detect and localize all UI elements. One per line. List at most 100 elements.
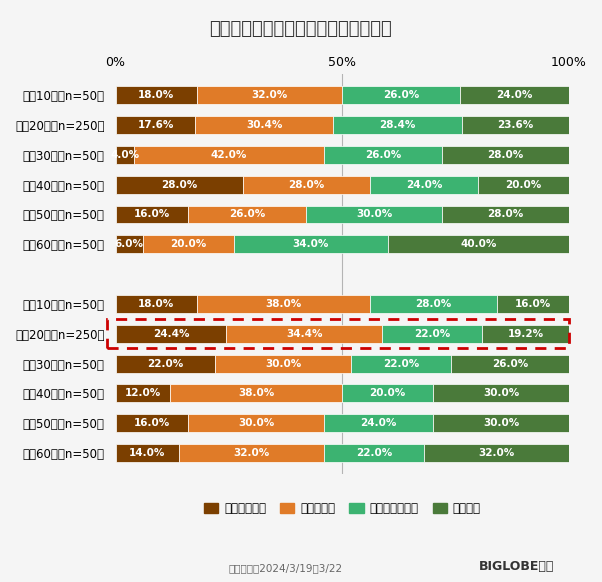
Bar [116,176,243,194]
Bar [479,176,569,194]
Bar [116,146,134,164]
Bar [116,235,143,253]
Bar [461,86,569,104]
Text: 24.0%: 24.0% [361,418,397,428]
Text: 22.0%: 22.0% [147,359,184,368]
Text: 調査期間：2024/3/19～3/22: 調査期間：2024/3/19～3/22 [229,563,343,573]
Text: 26.0%: 26.0% [383,90,420,100]
Bar [370,176,479,194]
Text: 38.0%: 38.0% [265,299,302,309]
Text: 18.0%: 18.0% [138,90,175,100]
Text: 24.0%: 24.0% [406,180,442,190]
Text: 28.0%: 28.0% [488,210,524,219]
Text: 20.0%: 20.0% [170,239,206,249]
Bar [334,116,462,134]
Bar [188,414,324,432]
Bar [116,86,197,104]
Bar [179,444,324,462]
Text: 34.0%: 34.0% [293,239,329,249]
Text: BIGLOBE調べ: BIGLOBE調べ [479,560,554,573]
Bar [197,295,370,313]
Bar [306,205,442,223]
Bar [226,325,382,343]
Legend: とても感じる, やや感じる, あまり感じない, 感じない: とても感じる, やや感じる, あまり感じない, 感じない [199,498,485,520]
Text: 18.0%: 18.0% [138,299,175,309]
Text: 22.0%: 22.0% [383,359,420,368]
Text: 30.0%: 30.0% [483,388,519,399]
Text: 26.0%: 26.0% [492,359,528,368]
Bar [497,295,569,313]
Text: 28.0%: 28.0% [161,180,197,190]
Bar [243,176,370,194]
Bar [343,86,461,104]
Bar [343,385,433,402]
Text: 32.0%: 32.0% [234,448,270,458]
Bar [482,325,569,343]
Text: 30.0%: 30.0% [238,418,275,428]
Bar [116,444,179,462]
Bar [197,86,343,104]
Bar [116,325,226,343]
Text: 16.0%: 16.0% [134,210,170,219]
Text: 30.4%: 30.4% [246,120,282,130]
Text: 30.0%: 30.0% [265,359,302,368]
Text: 22.0%: 22.0% [356,448,393,458]
Text: 32.0%: 32.0% [252,90,288,100]
Text: 28.0%: 28.0% [488,150,524,160]
Text: 14.0%: 14.0% [129,448,166,458]
Text: 34.4%: 34.4% [286,329,323,339]
Bar [143,235,234,253]
Text: 30.0%: 30.0% [483,418,519,428]
Bar [170,385,343,402]
Bar [116,116,196,134]
Bar [116,354,216,372]
Bar [433,414,569,432]
Text: 19.2%: 19.2% [507,329,544,339]
Text: 24.0%: 24.0% [497,90,533,100]
Text: 6.0%: 6.0% [115,239,144,249]
Bar [442,205,569,223]
Bar [188,205,306,223]
Bar [352,354,451,372]
Bar [370,295,497,313]
Bar [196,116,334,134]
Bar [388,235,569,253]
Text: 23.6%: 23.6% [497,120,534,130]
Text: 4.0%: 4.0% [110,150,139,160]
Bar [424,444,569,462]
Text: 28.0%: 28.0% [415,299,451,309]
Text: 28.4%: 28.4% [379,120,416,130]
Text: 26.0%: 26.0% [365,150,402,160]
Text: 26.0%: 26.0% [229,210,265,219]
Bar [216,354,352,372]
Bar [324,444,424,462]
Text: 24.4%: 24.4% [153,329,189,339]
Text: 20.0%: 20.0% [506,180,542,190]
Bar [324,414,433,432]
Text: 32.0%: 32.0% [479,448,515,458]
Text: 40.0%: 40.0% [460,239,497,249]
Bar [451,354,569,372]
Text: 28.0%: 28.0% [288,180,324,190]
Bar [433,385,569,402]
Text: 12.0%: 12.0% [125,388,161,399]
Bar [382,325,482,343]
Bar [134,146,324,164]
Bar [116,295,197,313]
Text: 42.0%: 42.0% [211,150,247,160]
Text: 22.0%: 22.0% [414,329,450,339]
Bar [234,235,388,253]
Bar [462,116,569,134]
Bar [116,414,188,432]
Bar [324,146,442,164]
Text: 20.0%: 20.0% [370,388,406,399]
Bar [116,205,188,223]
Bar [116,385,170,402]
Text: 17.6%: 17.6% [137,120,174,130]
Text: 38.0%: 38.0% [238,388,275,399]
Text: 16.0%: 16.0% [134,418,170,428]
Text: 最近、メンタルヘルスの不調を感じる: 最近、メンタルヘルスの不調を感じる [209,20,393,38]
Bar [442,146,569,164]
Text: 16.0%: 16.0% [515,299,551,309]
Text: 30.0%: 30.0% [356,210,393,219]
